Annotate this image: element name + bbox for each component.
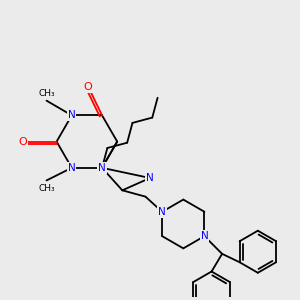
Text: N: N [158, 207, 166, 217]
Text: CH₃: CH₃ [38, 88, 55, 98]
Text: N: N [146, 173, 154, 183]
Text: N: N [98, 163, 106, 173]
Text: O: O [83, 82, 92, 92]
Text: N: N [68, 110, 76, 120]
Text: CH₃: CH₃ [38, 184, 55, 193]
Text: N: N [201, 231, 208, 241]
Text: O: O [19, 136, 27, 147]
Text: N: N [68, 163, 76, 173]
